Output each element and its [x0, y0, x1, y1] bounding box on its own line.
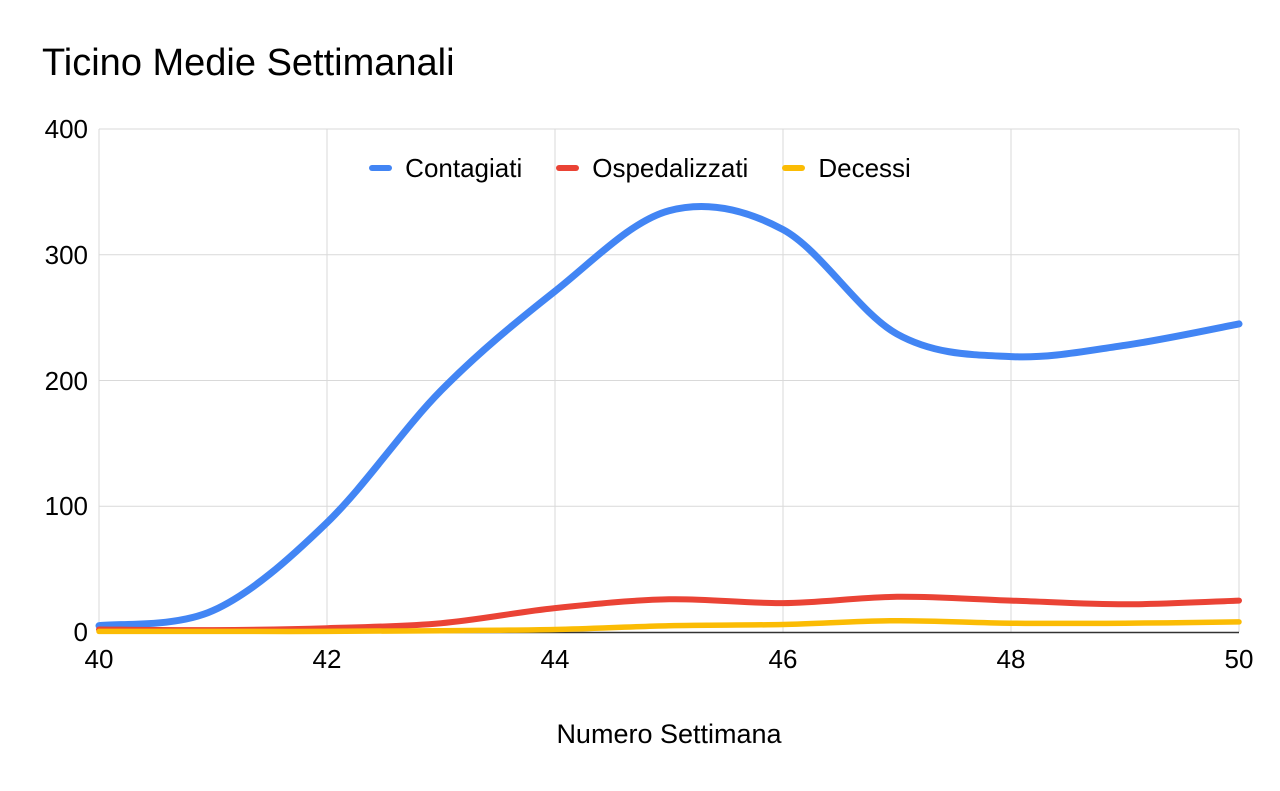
- legend-item-ospedalizzati[interactable]: Ospedalizzati: [556, 153, 748, 183]
- legend-item-contagiati[interactable]: Contagiati: [369, 153, 522, 183]
- x-tick-label: 40: [84, 644, 114, 674]
- legend-label: Contagiati: [405, 153, 523, 183]
- y-tick-label: 400: [44, 114, 88, 144]
- x-tick-label: 42: [312, 644, 342, 674]
- y-tick-label: 0: [73, 617, 88, 647]
- x-tick-label: 48: [996, 644, 1026, 674]
- series-line-contagiati[interactable]: [95, 202, 1243, 630]
- chart-legend: Contagiati Ospedalizzati Decessi: [0, 149, 1280, 187]
- x-tick-label: 46: [768, 644, 798, 674]
- legend-swatch-icon: [782, 165, 806, 171]
- series-line-decessi[interactable]: [96, 617, 1242, 635]
- x-tick-label: 44: [540, 644, 570, 674]
- legend-swatch-icon: [369, 165, 393, 171]
- x-tick-label: 50: [1224, 644, 1254, 674]
- chart-title: Ticino Medie Settimanali: [42, 42, 455, 84]
- legend-label: Ospedalizzati: [592, 153, 749, 183]
- y-tick-label: 100: [44, 491, 88, 522]
- legend-item-decessi[interactable]: Decessi: [782, 153, 911, 183]
- legend-label: Decessi: [818, 153, 911, 183]
- y-tick-label: 300: [44, 239, 88, 270]
- x-axis-title: Numero Settimana: [556, 719, 782, 749]
- y-tick-label: 200: [44, 365, 88, 396]
- legend-swatch-icon: [556, 165, 580, 171]
